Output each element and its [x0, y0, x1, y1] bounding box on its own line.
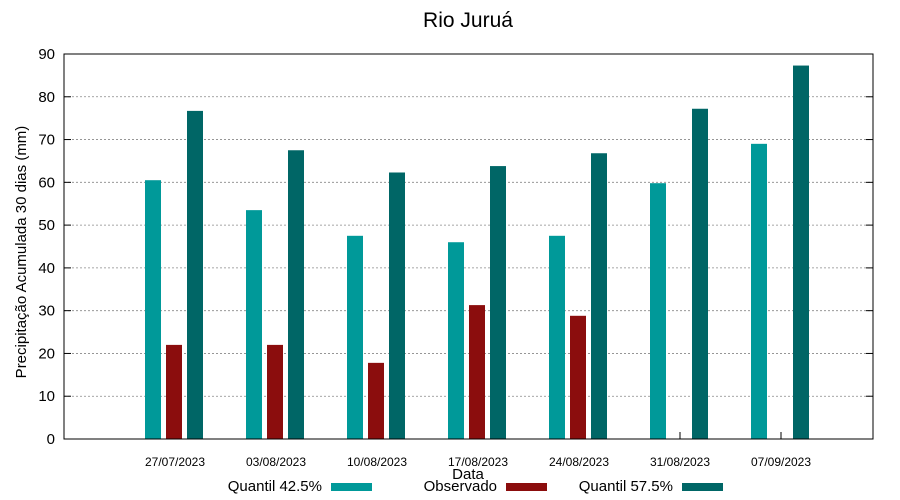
bar: [490, 166, 506, 440]
x-tick-label: 24/08/2023: [549, 455, 609, 469]
y-tick-labels: 0 10 20 30 40 50 60 70 80 90: [38, 46, 55, 448]
x-tick-label: 03/08/2023: [246, 455, 306, 469]
legend: Quantil 42.5% Observado Quantil 57.5%: [228, 478, 723, 495]
y-tick-label: 50: [38, 217, 55, 234]
bar: [549, 235, 565, 439]
bar: [591, 153, 607, 439]
bar: [145, 180, 161, 439]
y-axis-title: Precipitação Acumulada 30 dias (mm): [13, 126, 30, 379]
y-tick-label: 70: [38, 132, 55, 149]
legend-label: Quantil 57.5%: [579, 478, 673, 495]
legend-swatch: [331, 483, 372, 491]
y-tick-label: 40: [38, 260, 55, 277]
x-tick-label: 07/09/2023: [751, 455, 811, 469]
bar: [166, 344, 182, 439]
bar: [570, 315, 586, 439]
bar: [793, 65, 809, 440]
legend-label: Quantil 42.5%: [228, 478, 322, 495]
bar: [389, 172, 405, 439]
bar: [246, 210, 262, 439]
bars: [145, 65, 809, 440]
bar: [347, 235, 363, 439]
x-axis-title: Data: [452, 466, 484, 483]
bar: [368, 362, 384, 439]
y-tick-label: 80: [38, 89, 55, 106]
bar: [469, 305, 485, 439]
bar: [187, 110, 203, 440]
x-tick-label: 27/07/2023: [145, 455, 205, 469]
y-tick-label: 10: [38, 388, 55, 405]
bar: [650, 183, 666, 439]
y-tick-label: 60: [38, 174, 55, 191]
legend-label: Observado: [424, 478, 497, 495]
bar: [288, 150, 304, 439]
legend-swatch: [682, 483, 723, 491]
y-tick-label: 0: [47, 431, 55, 448]
y-tick-label: 20: [38, 345, 55, 362]
bar: [692, 108, 708, 439]
plot-frame: [63, 53, 874, 440]
legend-swatch: [506, 483, 547, 491]
y-tick-label: 90: [38, 46, 55, 63]
bar: [267, 344, 283, 439]
x-tick-labels: 27/07/2023 03/08/2023 10/08/2023 17/08/2023…: [145, 455, 811, 469]
gridlines: [64, 96, 873, 397]
x-tick-label: 31/08/2023: [650, 455, 710, 469]
bar: [751, 143, 767, 440]
x-tick-label: 17/08/2023: [448, 455, 508, 469]
bar: [448, 242, 464, 439]
chart-title: Rio Juruá: [423, 9, 513, 32]
x-tick-label: 10/08/2023: [347, 455, 407, 469]
y-tick-label: 30: [38, 303, 55, 320]
